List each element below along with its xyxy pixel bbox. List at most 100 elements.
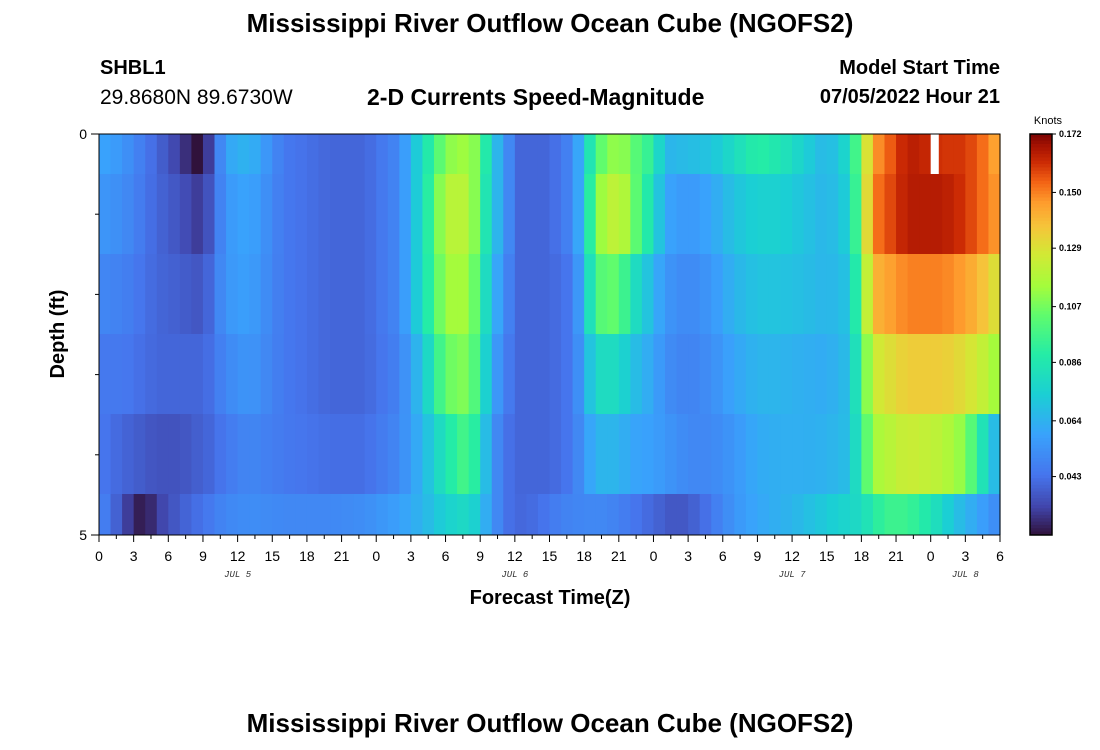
heatmap-cell [722,494,735,535]
colorbar-segment [1030,441,1052,446]
heatmap-cell [537,494,551,535]
heatmap-cell [306,134,320,174]
heatmap-cell [849,494,862,535]
heatmap-cell [341,174,354,254]
colorbar-label: 0.086 [1059,357,1082,367]
heatmap-cell [768,174,782,254]
colorbar-segment [1030,157,1052,162]
heatmap-cell [214,334,227,414]
heatmap-cell [133,414,146,494]
heatmap-cell [757,334,770,414]
heatmap-cell [618,494,631,535]
heatmap-cell [792,134,805,174]
heatmap-cell [202,174,216,254]
heatmap-cell [641,174,655,254]
colorbar-segment [1030,150,1052,155]
heatmap-cell [780,254,793,334]
heatmap-cell [572,134,585,174]
missing-data-cells [930,134,939,174]
heatmap-cell [191,494,204,535]
heatmap-cell [688,414,701,494]
colorbar-segment [1030,317,1052,322]
heatmap-cell [514,134,527,174]
heatmap-cell [665,134,678,174]
heatmap-cell [353,334,366,414]
heatmap-cell [549,334,562,414]
x-tick-label: 15 [542,548,558,564]
heatmap-cell [191,334,204,414]
heatmap-cell [734,134,747,174]
heatmap-cell [399,174,412,254]
heatmap-cell [376,494,389,535]
heatmap-cell [953,494,966,535]
heatmap-cell [110,174,123,254]
heatmap-cell [537,334,551,414]
heatmap-cell [722,254,735,334]
heatmap-cell [711,254,724,334]
heatmap-cell [237,134,250,174]
heatmap-cell [179,494,193,535]
heatmap-cell [942,254,955,334]
heatmap-cell [618,334,631,414]
heatmap-cell [272,414,285,494]
heatmap-cell [976,414,990,494]
heatmap-cell [838,174,851,254]
heatmap-cell [376,334,389,414]
heatmap-cell [861,134,874,174]
heatmap-cell [260,334,273,414]
heatmap-cell [618,254,631,334]
heatmap-cell [468,254,481,334]
colorbar-segment [1030,351,1052,356]
heatmap-cell [653,134,666,174]
heatmap-cell [884,334,897,414]
heatmap-cell [410,254,424,334]
heatmap-cell [572,414,585,494]
heatmap-cell [630,174,643,254]
heatmap-cell [526,254,539,334]
heatmap-cell [133,174,146,254]
colorbar-segment [1030,377,1052,382]
heatmap-cell [872,134,886,174]
heatmap-cell [884,134,897,174]
heatmap-cell [595,174,608,254]
heatmap-cell [976,494,990,535]
colorbar-segment [1030,421,1052,426]
heatmap-cell [688,334,701,414]
heatmap-cell [907,494,920,535]
heatmap-cell [480,494,493,535]
colorbar-label: 0.172 [1059,129,1082,139]
heatmap-cell [480,334,493,414]
heatmap-cell [745,134,759,174]
heatmap-cell [607,414,620,494]
heatmap-cell [330,334,343,414]
heatmap-cell [849,414,862,494]
colorbar-segment [1030,287,1052,292]
heatmap-cell [872,334,886,414]
heatmap-cell [815,174,828,254]
heatmap-cell [965,334,978,414]
colorbar-segment [1030,524,1052,529]
x-tick-label: 3 [407,548,415,564]
heatmap-cell [803,494,816,535]
heatmap-cell [965,174,978,254]
heatmap-cell [641,134,655,174]
day-label: JUL 5 [224,570,252,580]
heatmap-cell [699,174,712,254]
heatmap-cell [572,254,585,334]
heatmap-cell [711,134,724,174]
heatmap-cell [572,334,585,414]
heatmap-cell [480,174,493,254]
heatmap-cell [226,134,239,174]
heatmap-cell [491,134,504,174]
colorbar-label: 0.064 [1059,416,1082,426]
heatmap-cell [491,174,504,254]
heatmap-cell [318,334,331,414]
heatmap-cell [653,174,666,254]
heatmap-cell [364,174,377,254]
heatmap-cell [214,494,227,535]
day-label: JUL 6 [501,570,529,580]
x-axis-label: Forecast Time(Z) [470,587,631,609]
heatmap-cell [976,174,990,254]
heatmap-cell [110,254,123,334]
heatmap-cell [387,334,400,414]
